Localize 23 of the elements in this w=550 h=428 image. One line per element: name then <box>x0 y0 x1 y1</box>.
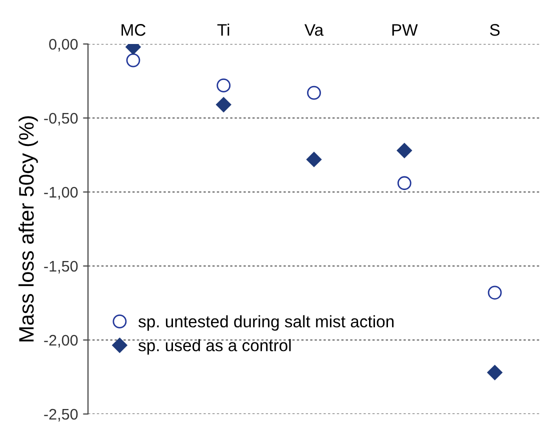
point <box>126 53 140 68</box>
legend-label: sp. untested during salt mist action <box>138 315 394 331</box>
point <box>306 152 322 168</box>
point <box>216 97 232 112</box>
y-tick-label: -2,00 <box>44 334 78 348</box>
y-tick-label: -1,00 <box>44 186 78 200</box>
point <box>307 86 321 100</box>
x-tick-label: MC <box>122 24 146 36</box>
point <box>397 176 412 190</box>
x-tick-label: Va <box>304 24 324 36</box>
point <box>396 142 412 158</box>
y-tick-label: 0,00 <box>49 38 78 52</box>
point <box>488 286 502 300</box>
legend-label: sp. used as a control <box>138 339 291 355</box>
x-tick-label: S <box>490 24 500 36</box>
y-tick-label: -2,50 <box>44 408 78 422</box>
y-tick-label: -0,50 <box>44 112 78 126</box>
point <box>487 364 502 380</box>
x-tick-label: PW <box>392 24 418 36</box>
y-tick-label: -1,50 <box>44 260 78 274</box>
x-tick-label: Ti <box>217 24 230 36</box>
y-axis-title: Mass loss after 50cy (%) <box>18 116 38 342</box>
point <box>216 78 231 92</box>
